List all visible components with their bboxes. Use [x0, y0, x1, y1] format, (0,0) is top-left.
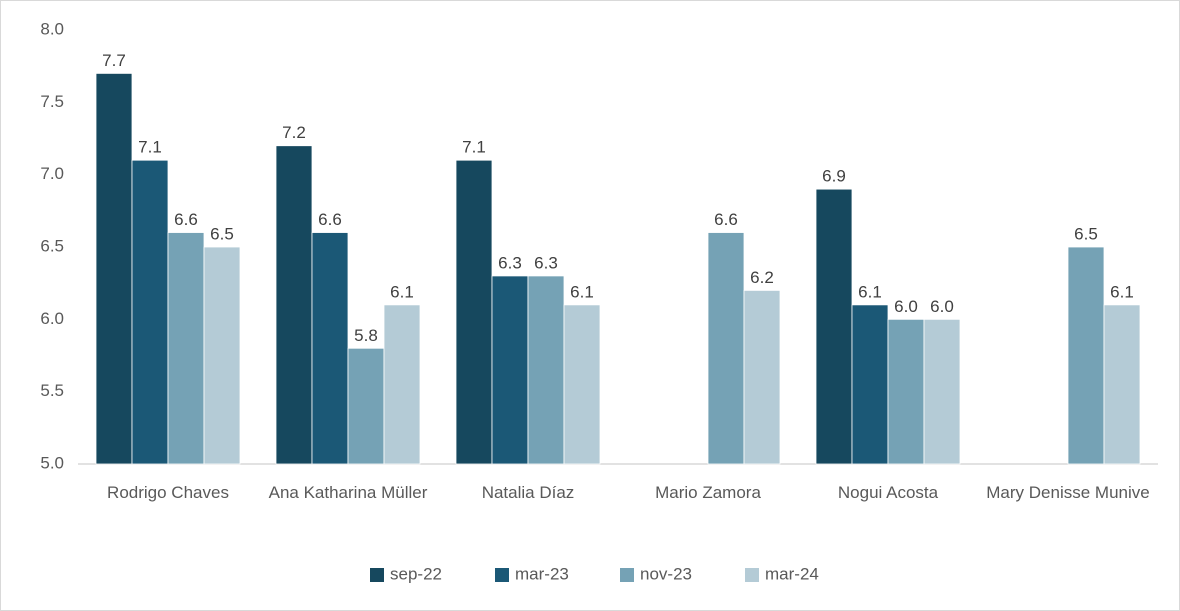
bar: [851, 304, 889, 465]
value-label: 6.1: [858, 282, 882, 301]
legend-label: sep-22: [390, 564, 442, 583]
y-tick-label: 5.5: [40, 381, 64, 400]
bar: [491, 275, 529, 465]
x-tick-label: Ana Katharina Müller: [268, 483, 428, 502]
y-tick-label: 7.5: [40, 92, 64, 111]
value-label: 6.6: [174, 210, 198, 229]
y-tick-label: 8.0: [40, 19, 64, 38]
value-label: 7.1: [138, 138, 162, 157]
x-tick-label: Mary Denisse Munive: [986, 483, 1150, 502]
value-label: 6.3: [534, 253, 558, 272]
bar: [455, 159, 493, 465]
bar: [203, 246, 241, 465]
value-label: 7.1: [462, 138, 486, 157]
value-label: 5.8: [354, 326, 378, 345]
x-tick-label: Mario Zamora: [655, 483, 761, 502]
value-label: 6.1: [390, 282, 414, 301]
bar: [923, 318, 961, 465]
legend-label: mar-24: [765, 564, 819, 583]
value-label: 6.2: [750, 268, 774, 287]
bar: [167, 232, 205, 465]
value-label: 6.5: [1074, 224, 1098, 243]
value-label: 7.7: [102, 51, 126, 70]
value-label: 6.1: [1110, 282, 1134, 301]
value-label: 6.9: [822, 167, 846, 186]
bar: [707, 232, 745, 465]
bar: [383, 304, 421, 465]
value-label: 6.5: [210, 224, 234, 243]
bar: [1103, 304, 1141, 465]
bar: [743, 289, 781, 465]
legend-label: nov-23: [640, 564, 692, 583]
value-label: 6.0: [894, 297, 918, 316]
bar: [275, 145, 313, 465]
bar: [887, 318, 925, 465]
legend-label: mar-23: [515, 564, 569, 583]
y-tick-label: 6.0: [40, 309, 64, 328]
value-label: 6.6: [714, 210, 738, 229]
bar: [311, 232, 349, 465]
legend-swatch: [495, 568, 509, 582]
value-label: 6.0: [930, 297, 954, 316]
bar: [347, 347, 385, 465]
bar: [95, 73, 133, 465]
y-tick-label: 5.0: [40, 453, 64, 472]
value-label: 6.1: [570, 282, 594, 301]
bar: [563, 304, 601, 465]
legend-swatch: [370, 568, 384, 582]
value-label: 6.6: [318, 210, 342, 229]
legend-swatch: [620, 568, 634, 582]
x-tick-label: Rodrigo Chaves: [107, 483, 229, 502]
x-tick-label: Nogui Acosta: [837, 483, 939, 502]
x-tick-label: Natalia Díaz: [481, 483, 575, 502]
bar: [1067, 246, 1105, 465]
legend-swatch: [745, 568, 759, 582]
y-tick-label: 7.0: [40, 164, 64, 183]
bar: [815, 188, 853, 465]
value-label: 7.2: [282, 123, 306, 142]
value-label: 6.3: [498, 253, 522, 272]
bar: [131, 159, 169, 465]
y-tick-label: 6.5: [40, 236, 64, 255]
bar: [527, 275, 565, 465]
